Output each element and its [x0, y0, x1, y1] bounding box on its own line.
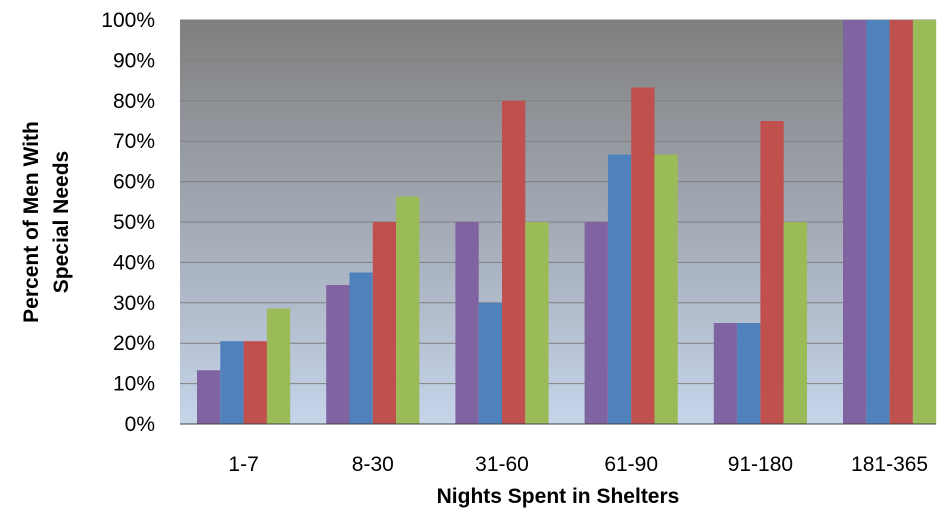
bar — [843, 20, 867, 424]
y-tick-label: 100% — [101, 9, 155, 32]
x-tick-label: 8-30 — [352, 453, 394, 476]
bar — [889, 20, 913, 424]
bars — [197, 20, 937, 425]
bar — [266, 308, 291, 424]
bar — [654, 154, 678, 425]
bar — [607, 154, 632, 425]
bar — [783, 222, 807, 424]
bar — [631, 87, 655, 424]
bar — [584, 222, 608, 424]
x-axis-title: Nights Spent in Shelters — [437, 485, 680, 508]
bar — [737, 323, 761, 424]
x-tick-label: 181-365 — [851, 453, 928, 476]
y-tick-label: 70% — [113, 130, 155, 153]
bar — [525, 222, 549, 424]
bar — [396, 196, 420, 424]
bar — [912, 20, 937, 424]
y-tick-label: 50% — [113, 211, 155, 234]
bar — [478, 302, 502, 424]
y-tick-label: 40% — [113, 251, 155, 274]
x-tick-label: 61-90 — [604, 453, 658, 476]
bar — [349, 272, 373, 424]
x-tick-labels: 1-7 8-30 31-60 61-90 91-180 181-365 — [228, 453, 928, 476]
y-tick-label: 0% — [125, 413, 155, 436]
bar — [326, 285, 350, 424]
y-tick-label: 20% — [113, 332, 155, 355]
bar — [243, 341, 267, 424]
bar — [197, 370, 221, 424]
bar — [866, 20, 890, 424]
y-tick-label: 30% — [113, 292, 155, 315]
y-tick-label: 60% — [113, 171, 155, 194]
y-tick-label: 10% — [113, 373, 155, 396]
y-axis-title-line-2: Special Needs — [50, 151, 73, 293]
y-axis-title: Percent of Men With Special Needs — [20, 121, 73, 323]
bar — [502, 100, 526, 425]
bar — [713, 323, 738, 424]
bar — [760, 121, 784, 424]
y-tick-label: 80% — [113, 90, 155, 113]
y-tick-label: 90% — [113, 49, 155, 72]
bar — [220, 341, 244, 424]
bar — [455, 222, 479, 424]
x-tick-label: 91-180 — [728, 453, 793, 476]
y-tick-labels: 0% 10% 20% 30% 40% 50% 60% 70% 80% 90% 100% — [101, 9, 155, 436]
x-tick-label: 1-7 — [228, 453, 258, 476]
bar — [372, 222, 397, 424]
y-axis-title-line-1: Percent of Men With — [20, 121, 43, 323]
x-tick-label: 31-60 — [475, 453, 529, 476]
gridlines — [180, 19, 936, 385]
